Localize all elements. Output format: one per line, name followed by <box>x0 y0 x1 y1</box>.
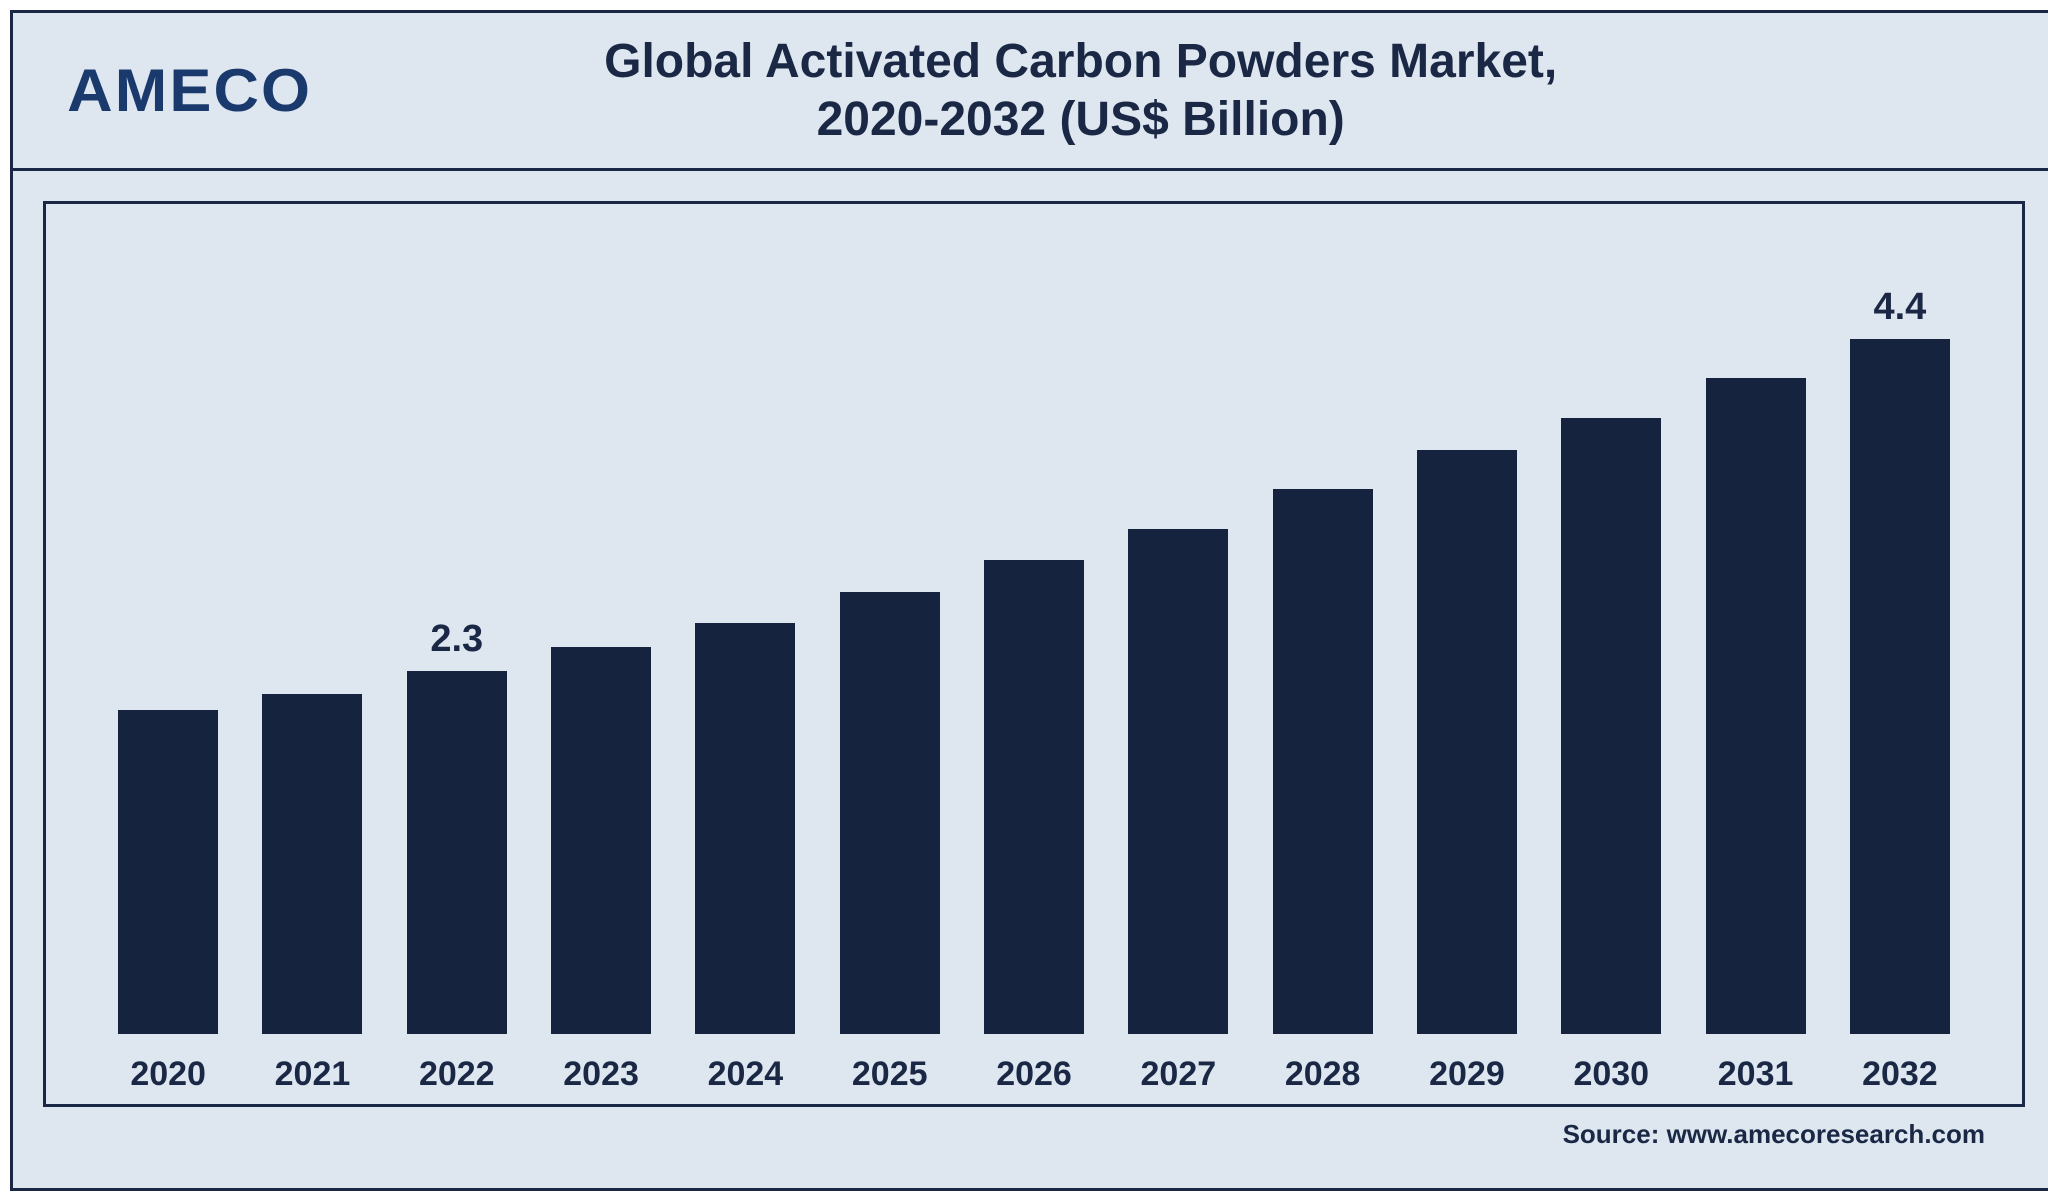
bar-group <box>1251 244 1395 1034</box>
bar <box>262 694 362 1034</box>
bar-group <box>1106 244 1250 1034</box>
x-axis-label: 2032 <box>1828 1055 1972 1094</box>
x-axis-label: 2027 <box>1106 1055 1250 1094</box>
bar-group <box>96 244 240 1034</box>
chart-title-block: Global Activated Carbon Powders Market, … <box>346 33 2015 148</box>
x-axis-label: 2022 <box>385 1055 529 1094</box>
bar-group: 4.4 <box>1828 244 1972 1034</box>
bar <box>118 710 218 1034</box>
x-axis-label: 2025 <box>818 1055 962 1094</box>
x-axis-label: 2023 <box>529 1055 673 1094</box>
x-axis-label: 2030 <box>1539 1055 1683 1094</box>
bar <box>840 592 940 1034</box>
x-axis-label: 2028 <box>1251 1055 1395 1094</box>
x-axis-label: 2024 <box>673 1055 817 1094</box>
bar <box>407 671 507 1034</box>
x-axis-label: 2020 <box>96 1055 240 1094</box>
chart-title-line1: Global Activated Carbon Powders Market, <box>346 33 1815 91</box>
bar-group <box>962 244 1106 1034</box>
bar-group <box>1395 244 1539 1034</box>
bar <box>1706 378 1806 1034</box>
bar <box>984 560 1084 1034</box>
bar-value-label: 4.4 <box>1873 286 1926 329</box>
bar-group <box>529 244 673 1034</box>
bar <box>1273 489 1373 1034</box>
bar <box>551 647 651 1034</box>
header: AMECO Global Activated Carbon Powders Ma… <box>13 13 2048 171</box>
bar-group <box>818 244 962 1034</box>
bar <box>1561 418 1661 1034</box>
brand-logo: AMECO <box>67 56 312 125</box>
chart-frame: AMECO Global Activated Carbon Powders Ma… <box>10 10 2048 1191</box>
bar-group <box>240 244 384 1034</box>
plot-frame: 2.34.4 202020212022202320242025202620272… <box>43 201 2025 1107</box>
source-text: Source: www.amecoresearch.com <box>43 1107 2025 1158</box>
bar-group <box>1683 244 1827 1034</box>
bar-value-label: 2.3 <box>430 618 483 661</box>
x-axis-label: 2021 <box>240 1055 384 1094</box>
bar <box>1417 450 1517 1034</box>
x-axis-label: 2026 <box>962 1055 1106 1094</box>
x-axis-label: 2029 <box>1395 1055 1539 1094</box>
bar <box>1850 339 1950 1034</box>
bar <box>695 623 795 1034</box>
bar <box>1128 529 1228 1034</box>
x-axis-labels: 2020202120222023202420252026202720282029… <box>96 1055 1972 1094</box>
chart-area: 2.34.4 202020212022202320242025202620272… <box>13 171 2048 1188</box>
bar-group <box>673 244 817 1034</box>
bar-group: 2.3 <box>385 244 529 1034</box>
x-axis-label: 2031 <box>1683 1055 1827 1094</box>
bars-container: 2.3 4.4 <box>96 244 1972 1034</box>
chart-title-line2: 2020-2032 (US$ Billion) <box>346 91 1815 149</box>
bar-group <box>1539 244 1683 1034</box>
